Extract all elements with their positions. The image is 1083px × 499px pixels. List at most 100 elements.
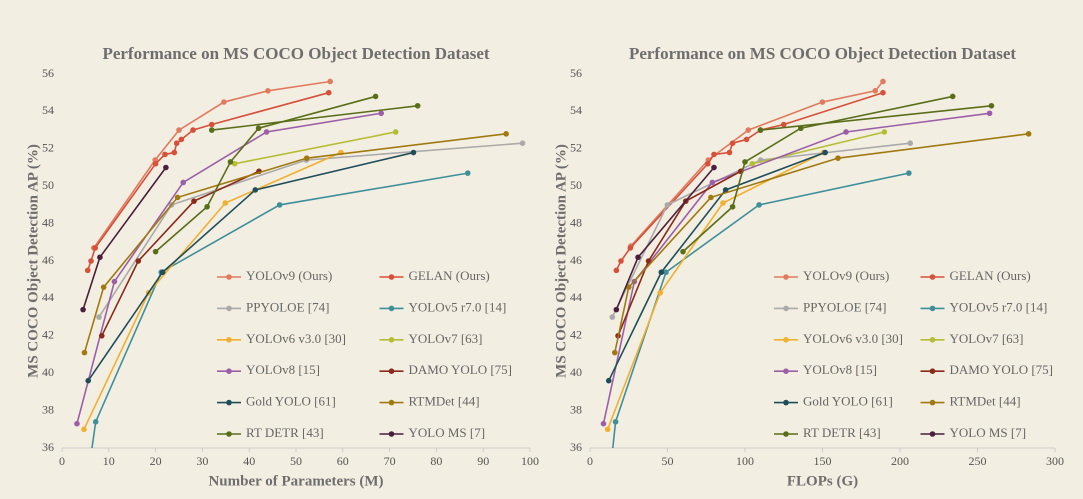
x-tick-label: 80: [430, 454, 442, 468]
data-point: [392, 129, 399, 135]
legend-marker: [783, 337, 789, 343]
data-point: [729, 203, 736, 210]
data-point: [742, 159, 748, 165]
data-point: [327, 78, 333, 85]
y-tick-label: 38: [570, 402, 582, 416]
data-point: [743, 136, 750, 143]
legend-label: YOLO MS [7]: [409, 425, 486, 440]
data-point: [680, 248, 686, 255]
data-point: [100, 284, 107, 290]
data-point: [414, 102, 421, 109]
legend-marker: [388, 337, 395, 343]
y-tick-label: 38: [42, 402, 54, 416]
x-tick-label: 60: [337, 454, 349, 468]
data-point: [325, 89, 332, 96]
plot-area: [74, 78, 526, 448]
y-tick-label: 50: [42, 178, 54, 192]
data-point: [880, 78, 886, 85]
data-point: [98, 333, 105, 339]
legend-label: PPYOLOE [74]: [803, 299, 886, 314]
y-tick-label: 54: [42, 103, 54, 117]
legend-marker: [929, 337, 936, 343]
data-point: [191, 198, 197, 204]
x-tick-label: 30: [196, 454, 208, 468]
data-point: [705, 160, 711, 167]
legend-marker: [783, 274, 789, 280]
legend-marker: [783, 431, 789, 437]
legend-marker: [929, 431, 936, 437]
data-point: [627, 245, 634, 251]
data-point: [819, 99, 826, 105]
y-axis-label: MS COCO Object Detection AP (%): [553, 144, 569, 378]
x-tick-label: 200: [891, 454, 909, 468]
series-line: [101, 170, 260, 337]
data-point: [822, 149, 828, 156]
legend-label: RTMDet [44]: [950, 394, 1021, 409]
data-point: [986, 110, 993, 117]
data-point: [756, 202, 762, 208]
series-line: [83, 151, 342, 430]
data-point: [80, 306, 86, 313]
y-tick-label: 48: [42, 215, 54, 229]
y-tick-label: 42: [42, 328, 54, 342]
legend-label: YOLOv6 v3.0 [30]: [803, 331, 903, 346]
x-tick-label: 100: [521, 454, 539, 468]
legend-label: YOLOv7 [63]: [409, 331, 483, 346]
y-tick-label: 44: [570, 290, 582, 304]
y-tick-label: 40: [570, 365, 582, 379]
data-point: [757, 127, 764, 133]
data-point: [613, 306, 620, 313]
data-point: [174, 194, 181, 201]
legend-label: Gold YOLO [61]: [246, 394, 336, 409]
x-tick-label: 0: [59, 454, 65, 468]
y-tick-label: 54: [570, 103, 582, 117]
data-point: [372, 93, 379, 100]
data-point: [265, 88, 271, 94]
data-point: [173, 140, 180, 146]
data-point: [222, 200, 229, 206]
x-axis-label: Number of Parameters (M): [208, 473, 383, 489]
data-point: [204, 203, 210, 210]
data-point: [96, 314, 102, 320]
data-point: [92, 245, 99, 251]
data-point: [81, 349, 88, 356]
y-tick-label: 52: [42, 141, 54, 155]
x-tick-label: 50: [290, 454, 302, 468]
data-point: [881, 129, 888, 135]
legend-label: RT DETR [43]: [803, 425, 881, 440]
legend-box: [205, 262, 528, 446]
chart-panel: Performance on MS COCO Object Detection …: [553, 44, 1064, 490]
chart-panel: Performance on MS COCO Object Detection …: [25, 44, 539, 490]
series-line: [608, 151, 826, 382]
y-tick-label: 48: [570, 215, 582, 229]
data-point: [625, 284, 632, 290]
data-point: [949, 93, 956, 100]
data-point: [88, 258, 94, 264]
data-point: [906, 170, 912, 176]
y-tick-label: 36: [570, 440, 582, 454]
legend: YOLOv9 (Ours) GELAN (Ours) PPYOLOE [74] YOL…: [762, 262, 1053, 446]
data-point: [988, 102, 995, 109]
data-point: [708, 194, 714, 201]
legend-marker: [226, 305, 232, 312]
data-point: [711, 164, 717, 171]
x-tick-label: 150: [814, 454, 832, 468]
data-point: [835, 155, 841, 161]
legend: YOLOv9 (Ours) GELAN (Ours) PPYOLOE [74] YOL…: [205, 262, 528, 446]
chart-title: Performance on MS COCO Object Detection …: [102, 44, 489, 63]
legend-marker: [929, 305, 936, 312]
x-tick-label: 300: [1046, 454, 1064, 468]
series-line: [617, 170, 742, 337]
data-point: [618, 258, 624, 264]
legend-label: GELAN (Ours): [409, 268, 490, 283]
data-point: [798, 125, 804, 132]
legend-label: YOLOv5 r7.0 [14]: [409, 299, 507, 314]
data-point: [657, 289, 664, 296]
data-point: [612, 419, 619, 425]
data-point: [664, 202, 671, 208]
x-tick-label: 40: [243, 454, 255, 468]
data-point: [85, 377, 92, 384]
y-tick-label: 40: [42, 365, 54, 379]
legend-marker: [388, 368, 395, 375]
